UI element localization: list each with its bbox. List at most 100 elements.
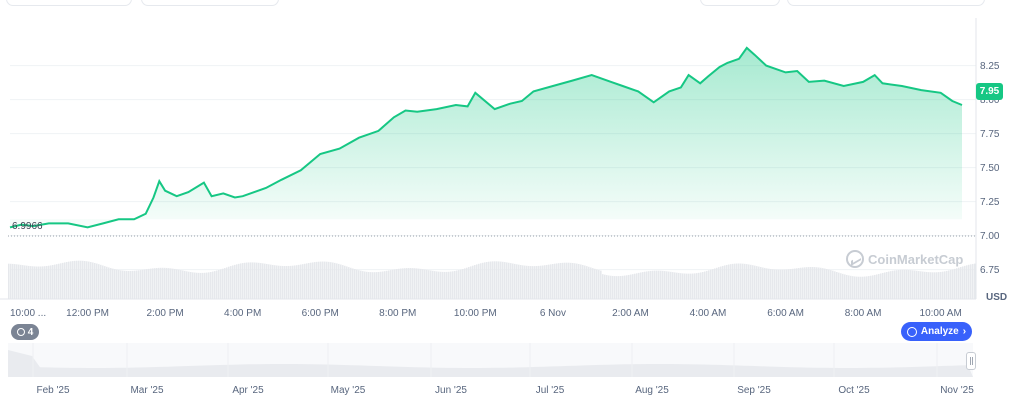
volume-bar — [672, 272, 674, 299]
navigator-label: Apr '25 — [232, 385, 264, 396]
volume-bar — [956, 268, 958, 299]
volume-bar — [42, 266, 44, 299]
volume-bar — [312, 262, 314, 299]
volume-bar — [560, 262, 562, 299]
volume-bar — [166, 267, 168, 299]
volume-bar — [666, 271, 668, 299]
volume-bar — [892, 270, 894, 299]
x-tick-label: 8:00 PM — [379, 308, 416, 319]
history-icon — [16, 328, 25, 336]
volume-bar — [484, 262, 486, 299]
volume-bar — [368, 271, 370, 299]
volume-bar — [126, 270, 128, 299]
volume-bar — [652, 270, 654, 299]
volume-bar — [378, 271, 380, 299]
volume-bar — [468, 267, 470, 299]
volume-bar — [952, 269, 954, 299]
volume-bar — [274, 265, 276, 299]
volume-bar — [120, 270, 122, 299]
volume-bar — [932, 272, 934, 299]
volume-bar — [222, 268, 224, 299]
volume-bar — [92, 262, 94, 299]
volume-bar — [888, 271, 890, 299]
volume-bar — [516, 264, 518, 299]
volume-bar — [536, 266, 538, 299]
volume-bar — [854, 276, 856, 299]
volume-bar — [884, 272, 886, 299]
volume-bar — [960, 267, 962, 299]
range-navigator[interactable]: Feb '25 Mar '25 Apr '25 May '25 Jun '25 Jul '… — [8, 343, 974, 396]
volume-bar — [220, 269, 222, 299]
volume-bar — [638, 272, 640, 299]
open-price-label: 6.9966 — [12, 221, 43, 232]
volume-bar — [716, 267, 718, 299]
volume-bar — [784, 269, 786, 299]
volume-bar — [422, 269, 424, 299]
volume-bar — [522, 265, 524, 299]
x-tick-label: 6:00 PM — [302, 308, 339, 319]
volume-bar — [14, 264, 16, 299]
volume-bar — [962, 266, 964, 299]
volume-bar — [734, 263, 736, 299]
volume-bar — [18, 264, 20, 299]
volume-bar — [504, 262, 506, 299]
volume-bar — [702, 271, 704, 299]
volume-bar — [400, 268, 402, 299]
volume-bar — [336, 263, 338, 299]
history-button[interactable]: 4 — [11, 324, 39, 340]
watermark-text: CoinMarketCap — [868, 251, 964, 267]
navigator-label: Jun '25 — [435, 385, 467, 396]
volume-bar — [146, 269, 148, 299]
volume-bar — [254, 262, 256, 299]
y-tick-label: 7.00 — [980, 231, 1000, 242]
volume-bar — [128, 270, 130, 299]
y-tick-label: 7.50 — [980, 163, 1000, 174]
volume-bar — [462, 268, 464, 299]
volume-bar — [276, 265, 278, 299]
volume-bar — [342, 265, 344, 299]
volume-bar — [214, 271, 216, 299]
volume-bar — [498, 261, 500, 299]
volume-bar — [376, 272, 378, 299]
volume-bar — [922, 271, 924, 299]
volume-bar — [576, 263, 578, 299]
volume-bar — [584, 265, 586, 299]
volume-bar — [450, 271, 452, 299]
volume-bar — [760, 267, 762, 299]
volume-bar — [202, 272, 204, 299]
volume-bar — [272, 264, 274, 299]
volume-bar — [770, 268, 772, 299]
volume-bar — [242, 263, 244, 299]
price-line — [9, 46, 963, 229]
y-tick-label: 7.75 — [980, 129, 1000, 140]
navigator-label: Jul '25 — [536, 385, 565, 396]
analyze-button[interactable]: Analyze › — [901, 322, 972, 341]
volume-bar — [180, 270, 182, 299]
volume-bar — [318, 261, 320, 299]
volume-bar — [534, 266, 536, 299]
volume-bar — [258, 262, 260, 299]
volume-bar — [82, 260, 84, 299]
volume-bar — [432, 270, 434, 299]
volume-bar — [502, 261, 504, 299]
navigator-handle[interactable] — [966, 352, 976, 370]
volume-bar — [778, 269, 780, 299]
volume-bar — [190, 272, 192, 299]
volume-bar — [630, 274, 632, 299]
volume-bar — [94, 262, 96, 299]
volume-bar — [66, 262, 68, 299]
navigator-label: Nov '25 — [940, 385, 974, 396]
navigator-label: Oct '25 — [838, 385, 870, 396]
volume-bar — [618, 276, 620, 299]
volume-bar — [558, 263, 560, 299]
volume-bar — [970, 264, 972, 299]
volume-bar — [604, 274, 606, 299]
x-tick-label: 10:00 PM — [454, 308, 497, 319]
volume-bar — [664, 271, 666, 299]
volume-bar — [794, 268, 796, 299]
volume-bar — [592, 268, 594, 299]
volume-bar — [954, 268, 956, 299]
volume-bar — [240, 263, 242, 299]
volume-bar — [204, 272, 206, 299]
